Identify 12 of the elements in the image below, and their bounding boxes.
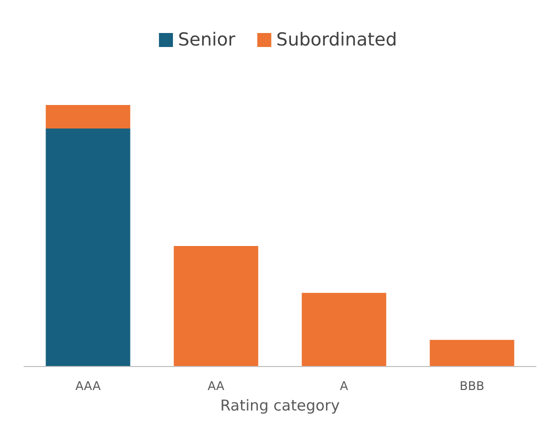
x-axis-title: Rating category — [220, 396, 340, 414]
bar — [46, 128, 130, 366]
bar — [174, 246, 258, 366]
bar — [430, 340, 514, 366]
x-tick-label: AA — [208, 379, 226, 393]
legend-label: Senior — [178, 30, 236, 50]
legend-label: Subordinated — [276, 30, 398, 50]
x-tick-label: AAA — [75, 379, 102, 393]
bar — [302, 292, 386, 366]
x-tick-label: BBB — [460, 379, 484, 393]
x-tick-label: A — [340, 379, 349, 393]
bar — [46, 105, 130, 128]
